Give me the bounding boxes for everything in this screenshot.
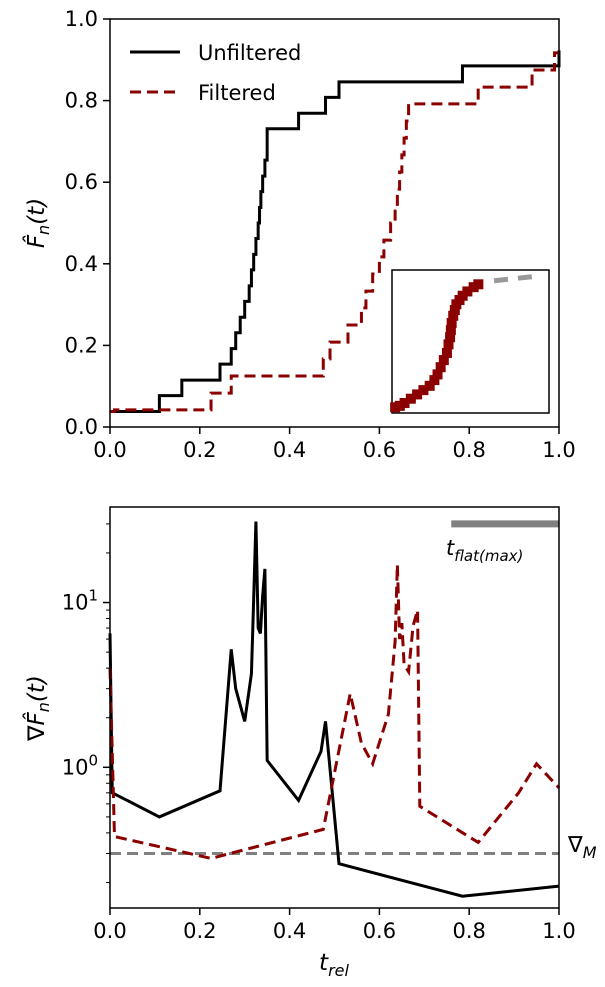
inset-marker [448, 310, 459, 321]
reference-label-sub: M [583, 843, 597, 862]
flat-label-base: t [446, 536, 455, 560]
inset-marker [429, 375, 440, 386]
top-y-label-sub: n [34, 225, 53, 235]
legend: Unfiltered Filtered [130, 41, 301, 105]
inset-marker [473, 279, 484, 290]
reference-line-label: ∇M [567, 833, 597, 862]
top-y-axis-label: F̂n(t) [23, 198, 53, 248]
reference-label-base: ∇ [567, 833, 583, 858]
bottom-x-tick-label: 0.4 [273, 919, 306, 943]
inset-marker [435, 362, 446, 373]
bottom-x-tick-label: 0.2 [183, 919, 216, 943]
top-x-tick-label: 0.6 [363, 438, 396, 462]
legend-label-unfiltered: Unfiltered [198, 41, 301, 65]
inset-marker [445, 332, 456, 343]
inset-marker [438, 355, 449, 366]
top-series-unfiltered [110, 50, 561, 413]
top-y-tick-label: 0.0 [65, 415, 98, 439]
inset-marks [390, 273, 542, 413]
bottom-x-tick-label: 0.8 [452, 919, 485, 943]
bottom-y-ticks: 100 101 [62, 523, 110, 883]
top-y-label-arg: (t) [24, 198, 50, 225]
bottom-y-label-sub: n [34, 702, 53, 712]
inset-marker [441, 347, 452, 358]
top-y-tick-label: 0.6 [65, 170, 98, 194]
inset-marker [443, 339, 454, 350]
bottom-x-tick-label: 0.0 [93, 919, 126, 943]
top-x-ticks: 0.0 0.2 0.4 0.6 0.8 1.0 [93, 427, 576, 462]
bottom-x-tick-label: 1.0 [542, 919, 575, 943]
top-y-label-base: F̂ [23, 234, 50, 248]
bottom-series-lines [108, 521, 561, 898]
top-x-tick-label: 0.0 [93, 438, 126, 462]
bottom-y-tick-label: 100 [62, 751, 98, 779]
top-y-tick-label: 0.4 [65, 252, 98, 276]
bottom-y-label-base: ∇F̂ [23, 711, 50, 741]
top-y-tick-label: 0.2 [65, 333, 98, 357]
bottom-x-ticks: 0.0 0.2 0.4 0.6 0.8 1.0 [93, 908, 576, 943]
inset-marker [418, 385, 429, 396]
bottom-plot-frame [109, 506, 560, 909]
inset-marker [445, 325, 456, 336]
top-y-tick-label: 1.0 [65, 7, 98, 31]
bottom-x-label-sub: rel [328, 961, 349, 980]
inset-frame [391, 269, 550, 414]
inset-marker [399, 397, 410, 408]
bottom-x-tick-label: 0.6 [363, 919, 396, 943]
bottom-y-label-arg: (t) [24, 675, 50, 702]
inset [390, 269, 550, 414]
inset-marker [424, 380, 435, 391]
top-x-tick-label: 0.2 [183, 438, 216, 462]
bottom-x-axis-label: trel [319, 950, 349, 980]
top-series-filtered [110, 51, 559, 413]
flat-bar-label: tflat(max) [446, 536, 523, 565]
flat-label-sub: flat(max) [454, 547, 523, 565]
bottom-y-axis-label: ∇F̂n(t) [23, 675, 53, 742]
top-y-ticks: 0.0 0.2 0.4 0.6 0.8 1.0 [65, 7, 110, 439]
bottom-y-tick-label: 101 [62, 587, 98, 615]
inset-marker [449, 305, 460, 316]
top-x-tick-label: 1.0 [542, 438, 575, 462]
inset-marker [462, 286, 473, 297]
inset-marker [405, 393, 416, 404]
bottom-series-filtered [108, 564, 561, 860]
inset-marker [412, 389, 423, 400]
bottom-x-label-base: t [319, 950, 329, 976]
top-x-tick-label: 0.4 [273, 438, 306, 462]
inset-marker [432, 369, 443, 380]
top-x-tick-label: 0.8 [452, 438, 485, 462]
top-y-tick-label: 0.8 [65, 89, 98, 113]
legend-label-filtered: Filtered [198, 81, 276, 105]
top-plot-frame [109, 18, 560, 428]
top-series-lines [110, 50, 561, 413]
inset-marker [446, 317, 457, 328]
bottom-series-unfiltered [108, 521, 560, 898]
inset-tail [493, 273, 542, 284]
top-panel-cdf: 0.0 0.2 0.4 0.6 0.8 1.0 0.0 0.2 0.4 0.6 0.8 1.0 F̂… [23, 7, 576, 462]
